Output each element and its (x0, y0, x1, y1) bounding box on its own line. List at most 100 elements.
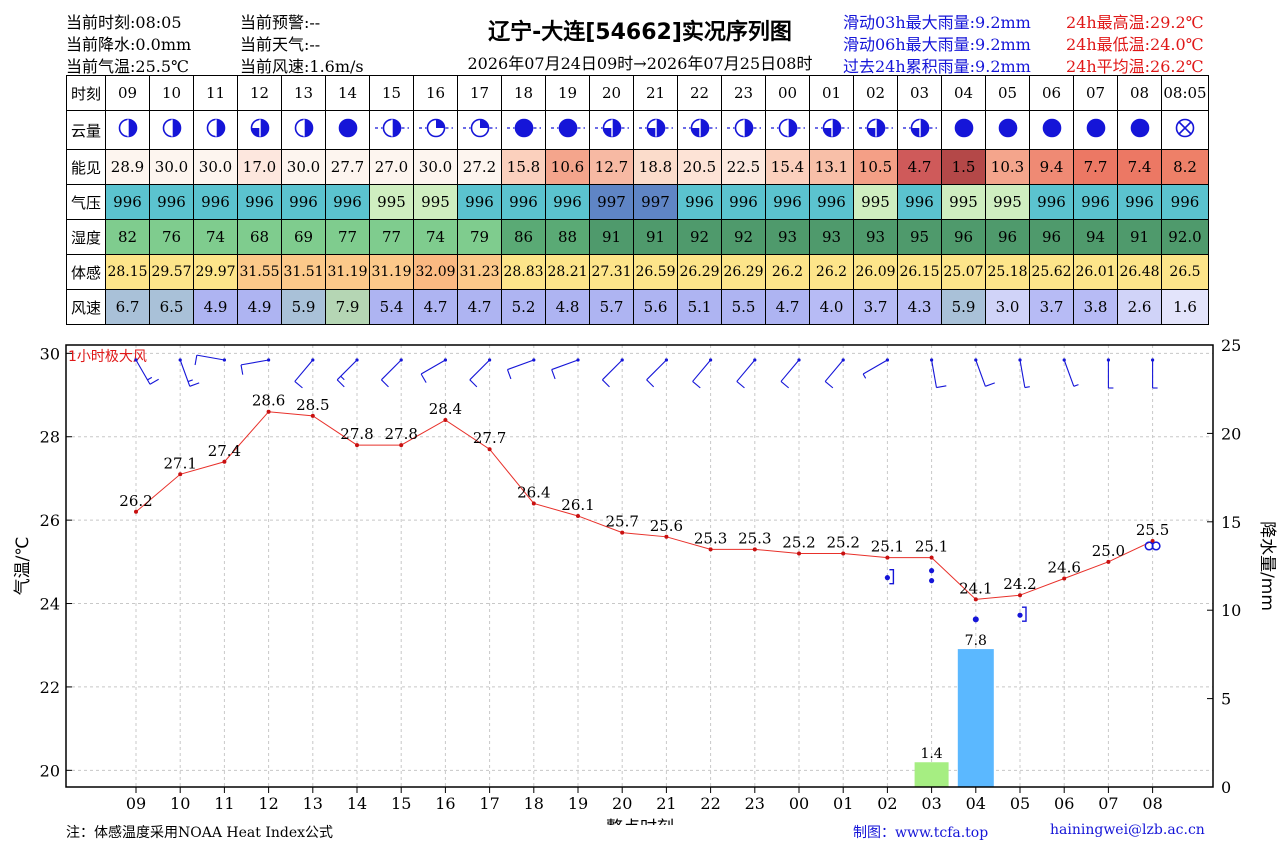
vis-cell: 13.1 (809, 149, 854, 185)
x-tick-label: 09 (126, 794, 146, 813)
feel-cell: 29.97 (193, 254, 238, 290)
hum-cell: 96 (985, 219, 1030, 255)
precip-value-label: 1.4 (920, 746, 942, 762)
wind-cell: 4.3 (897, 289, 942, 325)
hum-cell: 92 (721, 219, 766, 255)
precip-bar (957, 649, 994, 787)
time-cell: 06 (1029, 75, 1074, 111)
x-tick-label: 20 (612, 794, 632, 813)
temperature-point (487, 447, 492, 452)
feel-cell: 32.09 (413, 254, 458, 290)
footer-email[interactable]: hainingwei@lzb.ac.cn (1050, 822, 1205, 838)
time-cell: 19 (545, 75, 590, 111)
temperature-value-label: 25.7 (605, 513, 638, 531)
vis-cell: 10.6 (545, 149, 590, 185)
feel-cell: 26.29 (721, 254, 766, 290)
y-tick-label: 22 (40, 678, 60, 697)
temperature-point (355, 443, 359, 448)
time-cell: 23 (721, 75, 766, 111)
cloud-cell (193, 110, 238, 150)
wind-barb (420, 358, 447, 383)
cloud-cell (809, 110, 854, 150)
wind-cell: 3.7 (853, 289, 898, 325)
wind-barb (1151, 358, 1158, 389)
temperature-value-label: 24.6 (1047, 559, 1080, 577)
pres-cell: 996 (721, 184, 766, 220)
cloud-cover-icon (506, 118, 541, 138)
wind-barb (780, 358, 801, 389)
rain-24h-total: 过去24h累积雨量:9.2mm (843, 57, 1031, 76)
precip-value-label: 7.8 (965, 633, 987, 649)
wind-barb (646, 358, 669, 388)
row-feels-like: 体感 28.15 29.57 29.97 31.55 31.51 31.19 31.19 32.… (66, 254, 1209, 290)
x-tick-label: 13 (303, 794, 323, 813)
weather-symbol-shower (1017, 606, 1027, 622)
wind-cell: 1.6 (1161, 289, 1209, 325)
time-cell: 12 (237, 75, 282, 111)
temperature-point (929, 555, 934, 560)
weather-symbol-haze (1144, 541, 1161, 551)
wind-cell: 3.0 (985, 289, 1030, 325)
x-tick-label: 12 (258, 794, 278, 813)
temperature-point (752, 547, 757, 552)
feel-cell: 26.29 (677, 254, 722, 290)
wind-cell: 2.6 (1117, 289, 1162, 325)
cloud-cell (105, 110, 150, 150)
feel-cell: 26.59 (633, 254, 678, 290)
time-cell: 01 (809, 75, 854, 111)
y2-axis-label: 降水量/mm (1257, 521, 1277, 611)
row-cloud: 云量 (66, 110, 1209, 150)
wind-barb (862, 358, 890, 379)
x-tick-label: 06 (1054, 794, 1074, 813)
vis-cell: 15.8 (501, 149, 546, 185)
temperature-value-label: 26.4 (517, 483, 550, 501)
x-tick-label: 23 (745, 794, 765, 813)
chart-subtitle: 2026年07月24日09时→2026年07月25日08时 (467, 54, 813, 73)
vis-cell: 20.5 (677, 149, 722, 185)
temperature-value-label: 28.6 (252, 392, 285, 410)
x-tick-label: 19 (568, 794, 588, 813)
row-wind-speed: 风速 6.7 6.5 4.9 4.9 5.9 7.9 5.4 4.7 4.7 5.2 4.8 5.7 5.… (66, 289, 1209, 325)
vis-cell: 7.4 (1117, 149, 1162, 185)
vis-cell: 17.0 (237, 149, 282, 185)
wind-cell: 4.9 (193, 289, 238, 325)
time-cell: 17 (457, 75, 502, 111)
hum-cell: 68 (237, 219, 282, 255)
wind-cell: 5.4 (369, 289, 414, 325)
pres-cell: 996 (105, 184, 150, 220)
hum-cell: 91 (1117, 219, 1162, 255)
wind-barb (506, 358, 536, 380)
feel-cell: 25.62 (1029, 254, 1074, 290)
cloud-cover-icon (1130, 118, 1149, 138)
pres-cell: 996 (457, 184, 502, 220)
temperature-value-label: 28.5 (296, 396, 329, 414)
x-tick-label: 17 (479, 794, 499, 813)
cloud-cover-icon (462, 118, 497, 138)
wind-barb (469, 358, 492, 388)
feel-cell: 31.19 (325, 254, 370, 290)
wind-cell: 3.8 (1073, 289, 1118, 325)
temperature-point (399, 443, 404, 448)
hum-cell: 92 (677, 219, 722, 255)
wind-barb (692, 358, 713, 389)
vis-cell: 10.3 (985, 149, 1030, 185)
current-temp: 当前气温:25.5℃ (66, 57, 189, 76)
time-cell: 11 (193, 75, 238, 111)
x-tick-label: 21 (656, 794, 676, 813)
vis-cell: 1.5 (941, 149, 986, 185)
cloud-cover-icon (594, 118, 629, 138)
footer-maker[interactable]: 制图：www.tcfa.top (853, 825, 989, 841)
vis-cell: 27.0 (369, 149, 414, 185)
cloud-cover-icon (1175, 118, 1195, 138)
time-cell: 03 (897, 75, 942, 111)
x-tick-label: 07 (1098, 794, 1118, 813)
feel-cell: 26.2 (765, 254, 810, 290)
x-axis-label: 整点时刻 (606, 818, 674, 825)
wind-barb (134, 358, 159, 385)
y2-tick-label: 25 (1221, 336, 1241, 355)
pres-cell: 996 (193, 184, 238, 220)
time-cell: 04 (941, 75, 986, 111)
temp-24h-max: 24h最高温:29.2℃ (1066, 13, 1204, 32)
temperature-value-label: 25.2 (782, 533, 815, 551)
hum-cell: 95 (897, 219, 942, 255)
